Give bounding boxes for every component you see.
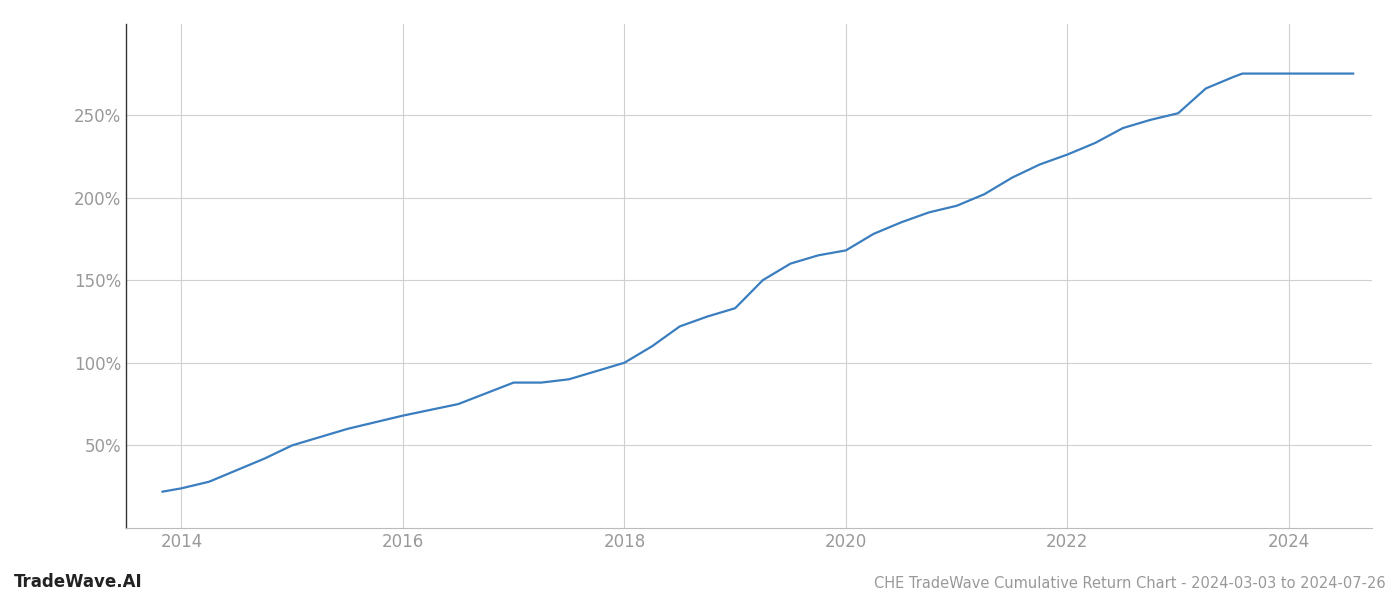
Text: TradeWave.AI: TradeWave.AI — [14, 573, 143, 591]
Text: CHE TradeWave Cumulative Return Chart - 2024-03-03 to 2024-07-26: CHE TradeWave Cumulative Return Chart - … — [875, 576, 1386, 591]
